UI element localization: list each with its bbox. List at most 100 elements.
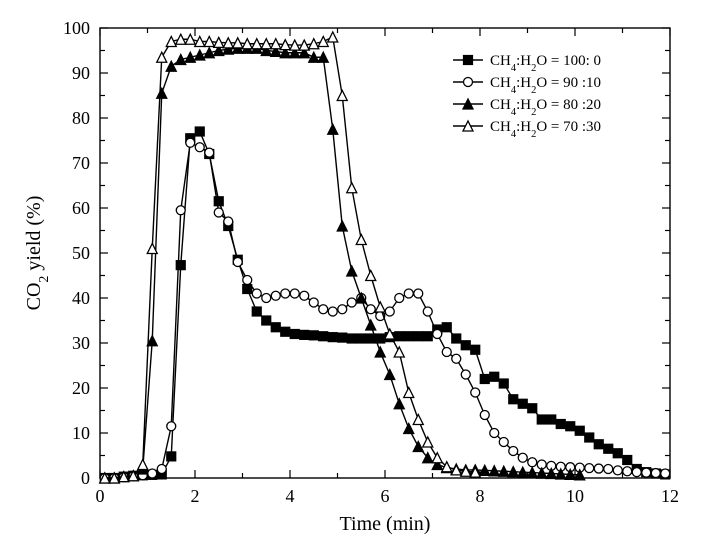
marker-square bbox=[518, 399, 527, 408]
y-tick-label: 90 bbox=[72, 63, 90, 83]
marker-square bbox=[290, 330, 299, 339]
y-tick-label: 50 bbox=[72, 243, 90, 263]
marker-circle bbox=[480, 411, 489, 420]
marker-square bbox=[613, 449, 622, 458]
marker-circle bbox=[528, 458, 537, 467]
marker-square bbox=[566, 422, 575, 431]
marker-circle bbox=[461, 370, 470, 379]
marker-circle bbox=[262, 294, 271, 303]
marker-circle bbox=[661, 469, 670, 478]
chart-svg: 0246810120102030405060708090100Time (min… bbox=[0, 0, 704, 542]
y-tick-label: 20 bbox=[72, 378, 90, 398]
marker-square bbox=[281, 327, 290, 336]
marker-circle bbox=[195, 143, 204, 152]
marker-circle bbox=[338, 305, 347, 314]
marker-circle bbox=[224, 217, 233, 226]
marker-circle bbox=[433, 330, 442, 339]
marker-square bbox=[480, 375, 489, 384]
marker-square bbox=[328, 333, 337, 342]
marker-circle bbox=[395, 294, 404, 303]
marker-square bbox=[575, 426, 584, 435]
marker-square bbox=[300, 330, 309, 339]
marker-square bbox=[547, 415, 556, 424]
marker-square bbox=[338, 333, 347, 342]
marker-circle bbox=[499, 438, 508, 447]
marker-square bbox=[262, 316, 271, 325]
marker-circle bbox=[328, 307, 337, 316]
marker-square bbox=[556, 420, 565, 429]
marker-square bbox=[499, 379, 508, 388]
x-tick-label: 4 bbox=[286, 486, 295, 506]
marker-circle bbox=[271, 291, 280, 300]
marker-circle bbox=[471, 388, 480, 397]
marker-circle bbox=[632, 468, 641, 477]
y-tick-label: 10 bbox=[72, 423, 90, 443]
marker-circle bbox=[214, 208, 223, 217]
marker-circle bbox=[414, 289, 423, 298]
x-tick-label: 2 bbox=[191, 486, 200, 506]
marker-square bbox=[442, 323, 451, 332]
marker-circle bbox=[233, 258, 242, 267]
marker-circle bbox=[509, 447, 518, 456]
marker-circle bbox=[157, 465, 166, 474]
marker-square bbox=[195, 127, 204, 136]
marker-circle bbox=[309, 298, 318, 307]
marker-circle bbox=[651, 469, 660, 478]
y-tick-label: 100 bbox=[63, 18, 90, 38]
marker-square bbox=[594, 440, 603, 449]
y-tick-label: 30 bbox=[72, 333, 90, 353]
marker-circle bbox=[585, 464, 594, 473]
marker-square bbox=[395, 332, 404, 341]
marker-circle bbox=[205, 148, 214, 157]
x-tick-label: 12 bbox=[661, 486, 679, 506]
marker-circle bbox=[176, 206, 185, 215]
y-tick-label: 70 bbox=[72, 153, 90, 173]
y-tick-label: 60 bbox=[72, 198, 90, 218]
chart-container: 0246810120102030405060708090100Time (min… bbox=[0, 0, 704, 542]
marker-circle bbox=[452, 354, 461, 363]
marker-square bbox=[461, 341, 470, 350]
marker-circle bbox=[281, 289, 290, 298]
y-tick-label: 0 bbox=[81, 468, 90, 488]
marker-square bbox=[319, 332, 328, 341]
marker-circle bbox=[167, 422, 176, 431]
marker-circle bbox=[186, 138, 195, 147]
marker-square bbox=[452, 334, 461, 343]
marker-square bbox=[464, 56, 473, 65]
marker-square bbox=[309, 331, 318, 340]
marker-square bbox=[357, 334, 366, 343]
marker-circle bbox=[464, 78, 473, 87]
x-tick-label: 6 bbox=[381, 486, 390, 506]
marker-circle bbox=[423, 307, 432, 316]
marker-square bbox=[271, 323, 280, 332]
marker-circle bbox=[366, 305, 375, 314]
marker-circle bbox=[518, 453, 527, 462]
marker-square bbox=[471, 345, 480, 354]
x-axis-label: Time (min) bbox=[340, 513, 431, 535]
marker-square bbox=[623, 456, 632, 465]
marker-square bbox=[528, 404, 537, 413]
y-tick-label: 80 bbox=[72, 108, 90, 128]
marker-circle bbox=[243, 276, 252, 285]
marker-square bbox=[509, 395, 518, 404]
marker-square bbox=[585, 433, 594, 442]
marker-square bbox=[423, 332, 432, 341]
marker-circle bbox=[594, 464, 603, 473]
marker-square bbox=[347, 334, 356, 343]
marker-square bbox=[414, 332, 423, 341]
marker-circle bbox=[613, 466, 622, 475]
marker-circle bbox=[442, 348, 451, 357]
marker-circle bbox=[347, 298, 356, 307]
marker-square bbox=[252, 307, 261, 316]
marker-circle bbox=[252, 289, 261, 298]
marker-square bbox=[243, 285, 252, 294]
marker-circle bbox=[490, 429, 499, 438]
marker-square bbox=[404, 332, 413, 341]
marker-square bbox=[214, 197, 223, 206]
marker-circle bbox=[642, 468, 651, 477]
marker-square bbox=[167, 452, 176, 461]
marker-square bbox=[604, 444, 613, 453]
marker-square bbox=[490, 372, 499, 381]
marker-square bbox=[537, 415, 546, 424]
marker-circle bbox=[604, 465, 613, 474]
